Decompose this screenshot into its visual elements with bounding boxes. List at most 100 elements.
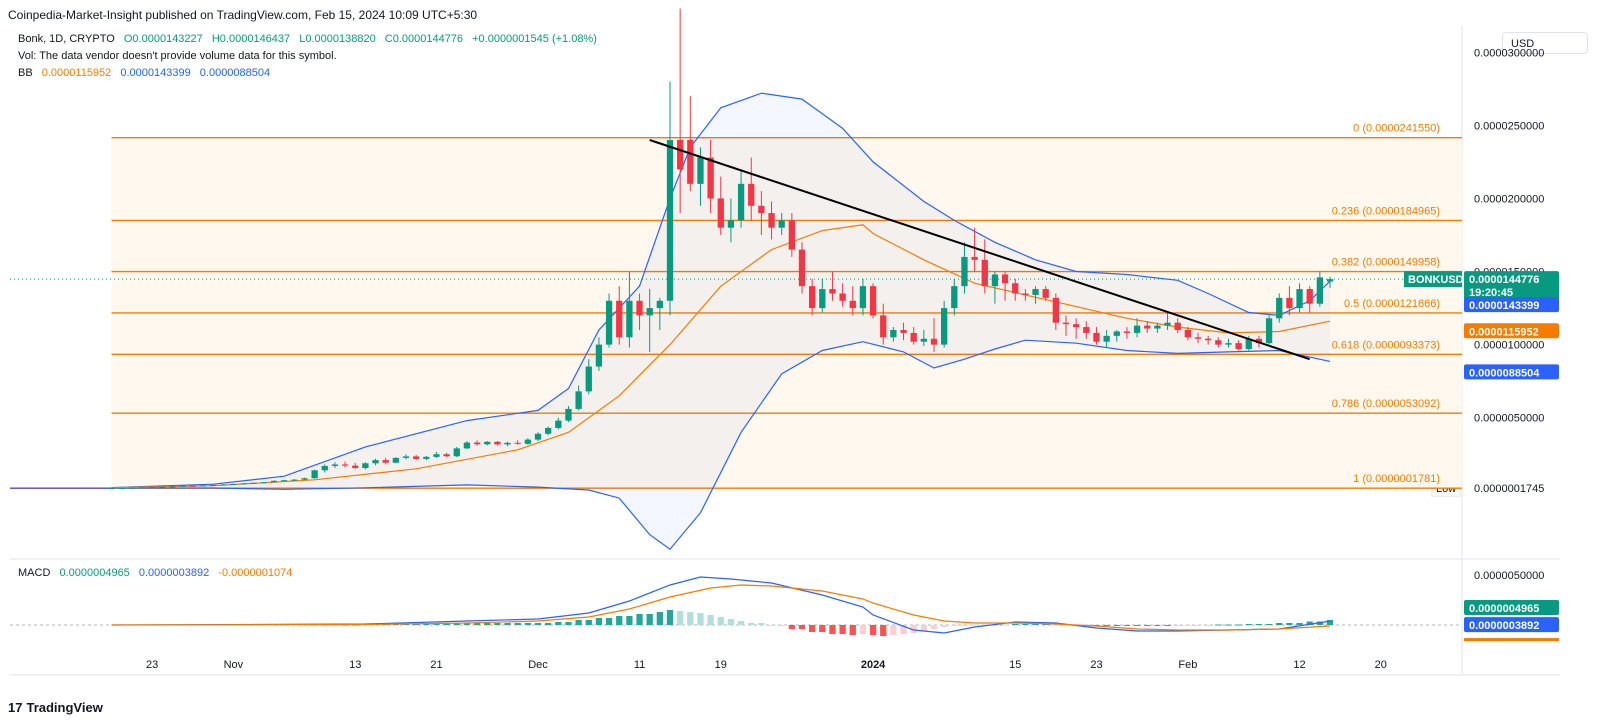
- bb-lower-tag-box: [1464, 364, 1559, 380]
- candle-body: [1316, 277, 1323, 304]
- candle-body: [880, 315, 887, 338]
- candle-body: [199, 485, 207, 487]
- candle-body: [331, 464, 339, 466]
- candle-body: [839, 293, 846, 301]
- candle-body: [636, 300, 643, 316]
- candle-body: [575, 391, 582, 409]
- macd-histogram-bar: [1042, 624, 1049, 625]
- bb-basis-line: [111, 224, 1331, 489]
- candle-body: [819, 289, 826, 309]
- macd-histogram-bar: [555, 622, 562, 625]
- bb-upper-tag-text: 0.0000143399: [1469, 300, 1539, 312]
- candle-body: [108, 488, 115, 490]
- macd-histogram-bar: [1235, 624, 1242, 626]
- candle-body: [1022, 293, 1029, 295]
- macd-histogram-bar: [981, 624, 988, 626]
- candle-body: [900, 330, 907, 333]
- macd-histogram-bar: [1265, 624, 1273, 625]
- macd-histogram-bar: [1326, 620, 1334, 625]
- candle-body: [798, 249, 806, 287]
- candle-body: [1032, 289, 1039, 295]
- candle-body: [1042, 289, 1049, 298]
- current-price-tag-text: 19:20:45: [1469, 287, 1513, 299]
- candle-body: [230, 484, 237, 486]
- macd-histogram-bar: [1205, 625, 1212, 626]
- candle-body: [1296, 289, 1303, 309]
- candle-body: [402, 456, 410, 458]
- macd-histogram-bar: [1286, 623, 1293, 625]
- macd-histogram-bar: [545, 623, 552, 625]
- macd-histogram-bar: [1154, 625, 1161, 626]
- candle-body: [443, 454, 450, 457]
- macd-histogram-bar: [1144, 625, 1151, 626]
- macd-hist-tag-text: 0.0000004965: [1469, 603, 1539, 615]
- candle-body: [677, 140, 684, 170]
- macd-line-value: 0.0000003892: [138, 567, 210, 579]
- candle-body: [829, 289, 836, 294]
- candle-body: [291, 479, 298, 481]
- candle-body: [565, 408, 572, 421]
- currency-selector[interactable]: USD: [1502, 32, 1588, 54]
- symbol-name[interactable]: Bonk, 1D, CRYPTO: [18, 33, 115, 45]
- x-tick-label: 15: [1009, 659, 1021, 671]
- macd-histogram-bar: [778, 625, 785, 626]
- macd-legend[interactable]: MACD 0.0000004965 0.0000003892 -0.000000…: [18, 567, 298, 579]
- macd-histogram-bar: [677, 611, 684, 625]
- candle-body: [981, 259, 988, 287]
- candle-body: [971, 256, 978, 260]
- macd-histogram-bar: [443, 623, 450, 625]
- candle-body: [473, 442, 481, 445]
- macd-y-tick-label: 0.0000050000: [1474, 570, 1544, 582]
- candle-body: [250, 482, 257, 484]
- candle-body: [778, 220, 785, 228]
- x-tick-label: 21: [430, 659, 442, 671]
- candle-body: [463, 442, 471, 449]
- candle-body: [1144, 325, 1151, 329]
- candle-body: [138, 487, 146, 489]
- bb-fill: [111, 93, 1330, 550]
- candle-body: [1174, 322, 1181, 330]
- macd-histogram-bar: [910, 625, 917, 633]
- candle-body: [1073, 324, 1080, 328]
- candle-body: [1286, 297, 1293, 309]
- candle-body: [321, 465, 328, 471]
- candle-body: [1255, 338, 1263, 344]
- macd-histogram-bar: [758, 623, 765, 625]
- symbol-legend: Bonk, 1D, CRYPTO O0.0000143227 H0.000014…: [18, 33, 603, 45]
- macd-histogram-bar: [697, 613, 704, 625]
- candle-body: [504, 442, 511, 445]
- candle-body: [1093, 332, 1100, 342]
- macd-histogram-bar: [484, 623, 491, 625]
- macd-signal-value: -0.0000001074: [218, 567, 293, 579]
- macd-line-tag-box: [1464, 617, 1559, 633]
- candle-body: [545, 427, 552, 434]
- candle-body: [453, 448, 460, 457]
- macd-histogram-bar: [1276, 623, 1283, 625]
- candle-body: [758, 205, 765, 214]
- candle-body: [128, 487, 135, 489]
- bb-legend[interactable]: BB 0.0000115952 0.0000143399 0.000008850…: [18, 67, 276, 79]
- macd-histogram-bar: [585, 620, 592, 625]
- macd-histogram-bar: [717, 617, 724, 625]
- tradingview-brand[interactable]: 17 TradingView: [8, 700, 103, 715]
- y-tick-label: 0.0000100000: [1474, 340, 1544, 352]
- macd-line-tag-text: 0.0000003892: [1469, 620, 1539, 632]
- macd-histogram-bar: [473, 623, 481, 625]
- macd-histogram-bar: [930, 625, 938, 629]
- macd-histogram-bar: [1306, 621, 1313, 625]
- candle-body: [1276, 297, 1283, 319]
- candle-body: [626, 300, 633, 338]
- candle-body: [341, 464, 349, 466]
- fib-level-label: 0.618 (0.0000093373): [1332, 339, 1440, 351]
- current-price-tag-box: [1464, 271, 1559, 300]
- y-tick-label: 0.0000050000: [1474, 413, 1544, 425]
- candle-body: [930, 338, 938, 345]
- candle-body: [240, 483, 247, 485]
- candle-body: [1001, 274, 1009, 284]
- candle-body: [585, 366, 592, 392]
- candle-body: [524, 439, 531, 444]
- candle-body: [209, 484, 217, 486]
- macd-histogram-bar: [890, 625, 897, 635]
